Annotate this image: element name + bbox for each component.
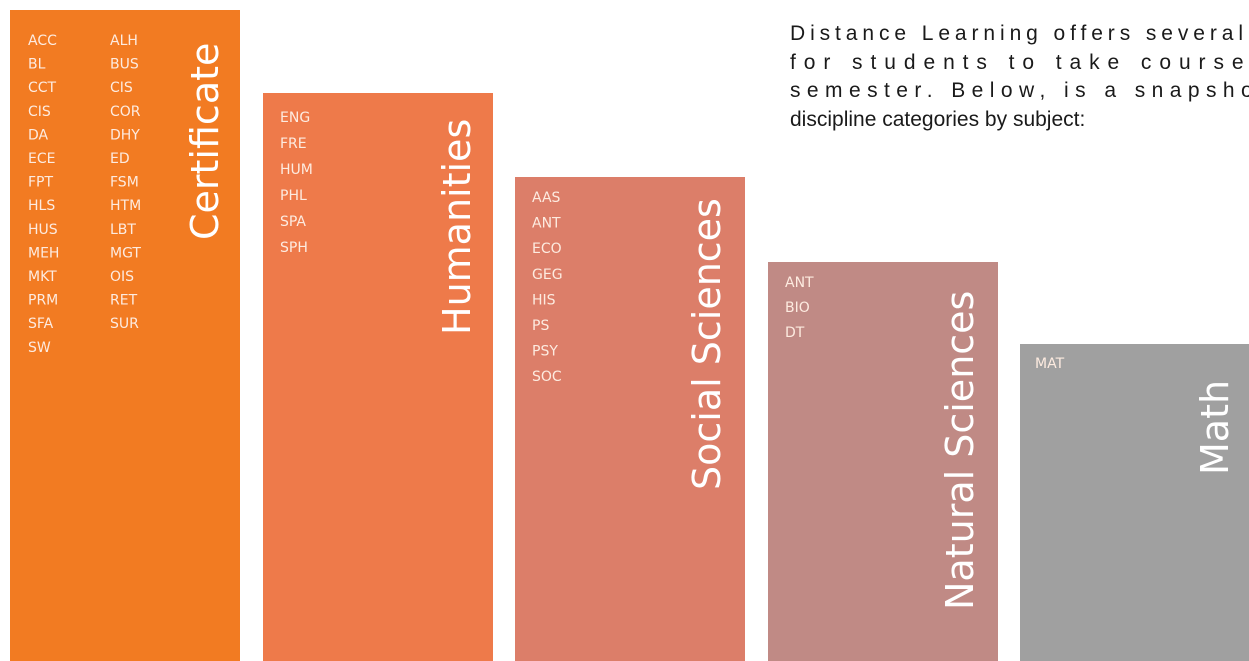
course-code: ECE <box>28 151 55 167</box>
course-code: LBT <box>110 222 136 238</box>
category-column: AAS ANT ECO GEG HIS PS PSY SOC Social Sciences <box>515 177 745 661</box>
course-code: HUM <box>280 162 313 178</box>
course-code: PSY <box>532 344 558 360</box>
course-code: ED <box>110 151 130 167</box>
course-code: SFA <box>28 316 54 332</box>
intro-text: Distance Learning offers several for stu… <box>790 22 1249 131</box>
intro-line: discipline categories by subject: <box>790 108 1085 131</box>
course-code: BUS <box>110 57 139 73</box>
column-title: Social Sciences <box>685 198 729 490</box>
course-code: CIS <box>28 104 51 120</box>
course-code: SPA <box>280 214 306 230</box>
course-code: SUR <box>110 316 139 332</box>
column-bar <box>1020 344 1249 661</box>
course-code: BL <box>28 57 46 73</box>
category-column: MAT Math <box>1020 344 1249 661</box>
column-bar <box>10 10 240 661</box>
column-title: Certificate <box>183 43 227 240</box>
column-bar <box>515 177 745 661</box>
course-code: RET <box>110 293 138 309</box>
intro-line: Distance Learning offers several <box>790 22 1243 45</box>
course-code: CIS <box>110 80 133 96</box>
course-code: HUS <box>28 222 58 238</box>
course-code: SW <box>28 340 51 356</box>
column-title: Humanities <box>435 119 479 335</box>
course-code: AAS <box>532 190 561 206</box>
course-code: ACC <box>28 33 57 49</box>
course-code: FSM <box>110 175 139 191</box>
course-code: ANT <box>785 275 814 291</box>
course-code: COR <box>110 104 141 120</box>
column-bar <box>768 262 998 661</box>
course-code: ALH <box>110 33 138 49</box>
course-code: PRM <box>28 293 58 309</box>
course-code: DA <box>28 127 49 143</box>
course-code: HLS <box>28 198 55 214</box>
course-code: CCT <box>28 80 57 96</box>
course-code: MEH <box>28 245 59 261</box>
course-code: DT <box>785 325 805 341</box>
course-code: PS <box>532 318 549 334</box>
course-code: HTM <box>110 198 141 214</box>
column-bar <box>263 93 493 661</box>
course-code: ANT <box>532 216 561 232</box>
course-code: BIO <box>785 300 810 316</box>
column-title: Natural Sciences <box>938 291 982 610</box>
category-column: ANT BIO DT Natural Sciences <box>768 262 998 661</box>
course-code: SOC <box>532 369 562 385</box>
category-column: ACC ALH BL BUS CCT CIS CIS COR DA DHY ECE ED FPT FSM H… <box>10 10 240 661</box>
course-code: MKT <box>28 269 57 285</box>
course-code: ENG <box>280 110 310 126</box>
course-code: SPH <box>280 240 308 256</box>
course-code: FPT <box>28 175 53 191</box>
course-code: PHL <box>280 188 307 204</box>
course-code: ECO <box>532 241 562 257</box>
course-code: GEG <box>532 267 563 283</box>
course-code: HIS <box>532 292 556 308</box>
course-code: FRE <box>280 136 307 152</box>
column-title: Math <box>1193 380 1237 475</box>
category-column: ENG FRE HUM PHL SPA SPH Humanities <box>263 93 493 661</box>
course-code: DHY <box>110 127 140 143</box>
course-code: OIS <box>110 269 134 285</box>
intro-line: semester. Below, is a snapshot <box>790 79 1249 102</box>
course-code: MGT <box>110 245 141 261</box>
course-code: MAT <box>1035 356 1065 372</box>
